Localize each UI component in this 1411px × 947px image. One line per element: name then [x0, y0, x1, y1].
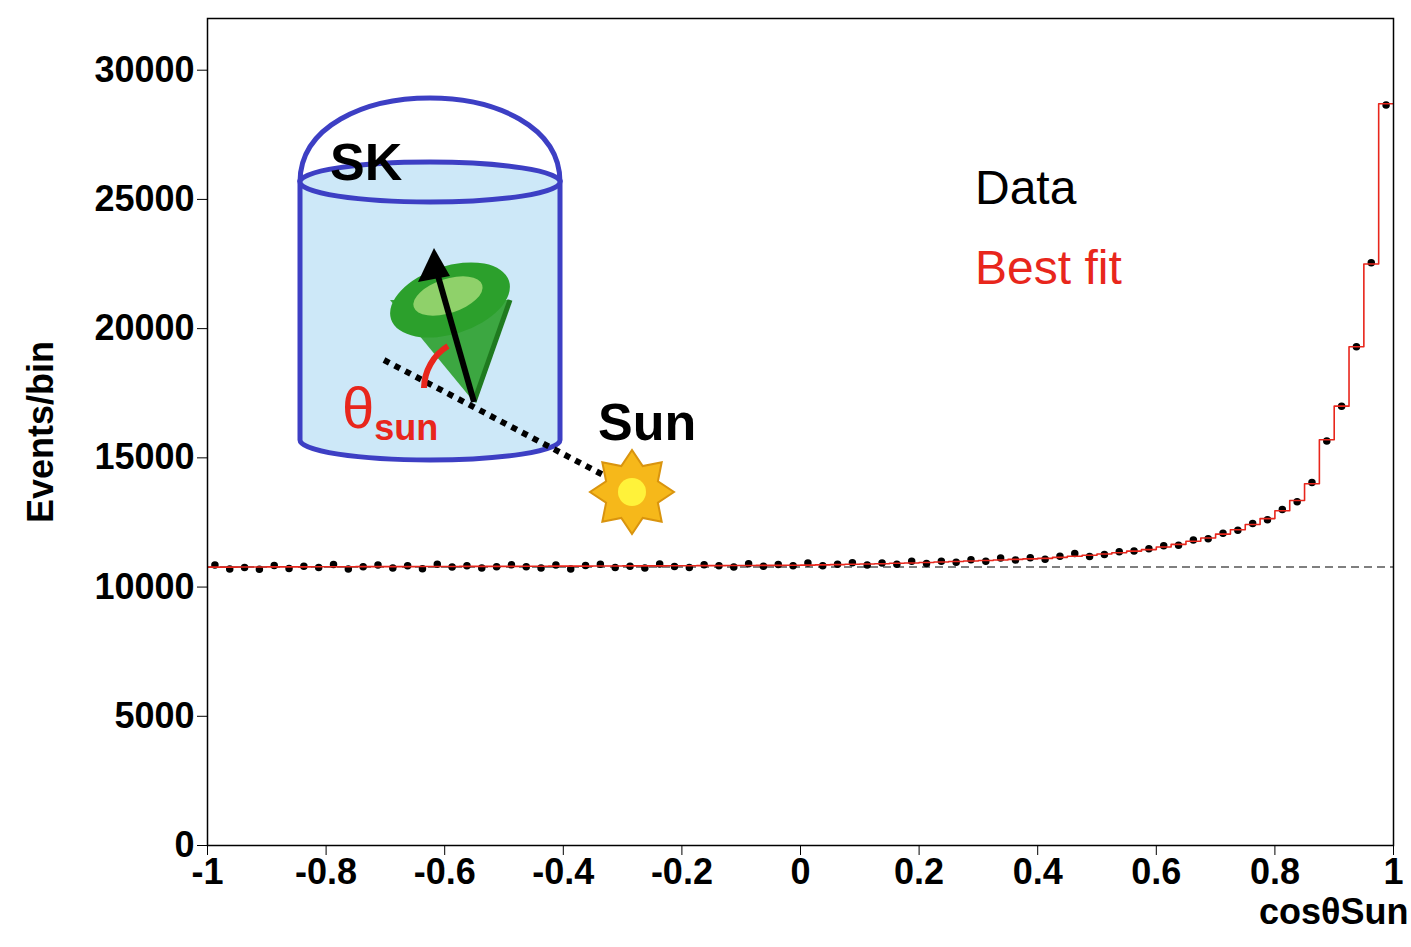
svg-text:Events/bin: Events/bin	[20, 341, 61, 523]
svg-text:-0.4: -0.4	[532, 851, 594, 892]
svg-text:5000: 5000	[114, 695, 194, 736]
svg-text:cosθSun: cosθSun	[1259, 891, 1408, 932]
svg-text:15000: 15000	[94, 436, 194, 477]
svg-text:0.6: 0.6	[1131, 851, 1181, 892]
svg-text:Sun: Sun	[598, 393, 696, 451]
svg-text:-1: -1	[191, 851, 223, 892]
html-text:Best fit: Best fit	[975, 241, 1122, 294]
svg-text:θsun: θsun	[342, 375, 438, 448]
svg-text:0.4: 0.4	[1013, 851, 1063, 892]
svg-text:0: 0	[174, 824, 195, 865]
svg-text:1: 1	[1383, 851, 1403, 892]
svg-text:-0.6: -0.6	[414, 851, 476, 892]
html-text:Data: Data	[975, 161, 1077, 214]
svg-text:25000: 25000	[94, 178, 194, 219]
svg-text:SK: SK	[330, 133, 403, 191]
svg-text:0: 0	[790, 851, 810, 892]
svg-text:0.2: 0.2	[894, 851, 944, 892]
svg-text:30000: 30000	[94, 49, 194, 90]
svg-text:10000: 10000	[94, 566, 194, 607]
svg-text:-0.8: -0.8	[295, 851, 357, 892]
svg-text:-0.2: -0.2	[651, 851, 713, 892]
svg-text:0.8: 0.8	[1250, 851, 1300, 892]
svg-text:20000: 20000	[94, 307, 194, 348]
